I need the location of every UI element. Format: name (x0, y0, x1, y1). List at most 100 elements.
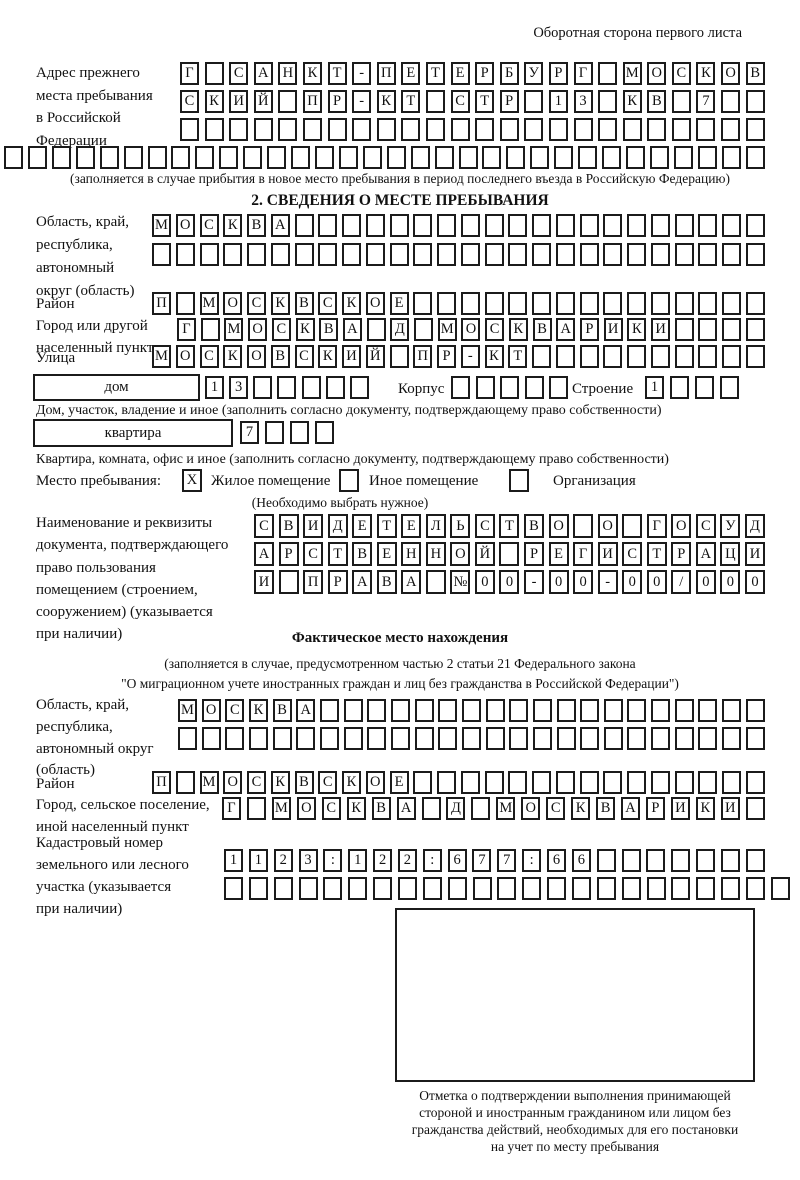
form-cell[interactable]: - (524, 570, 545, 594)
form-cell[interactable] (524, 118, 544, 141)
form-cell[interactable] (554, 146, 574, 169)
form-cell[interactable]: К (204, 90, 224, 113)
form-cell[interactable]: 0 (646, 570, 667, 594)
form-cell[interactable] (438, 727, 458, 750)
form-cell[interactable]: 0 (474, 570, 495, 594)
form-cell[interactable] (485, 699, 505, 722)
form-cell[interactable] (598, 90, 618, 113)
form-cell[interactable]: М (178, 699, 197, 722)
form-cell[interactable] (650, 214, 670, 237)
form-cell[interactable] (698, 214, 718, 237)
form-cell[interactable] (524, 376, 544, 399)
form-cell[interactable] (352, 118, 372, 141)
form-cell[interactable] (450, 118, 470, 141)
form-cell[interactable]: Б (499, 62, 519, 85)
form-cell[interactable] (674, 318, 694, 341)
form-cell[interactable] (278, 118, 298, 141)
form-cell[interactable]: А (253, 62, 273, 85)
form-cell[interactable]: 7 (240, 421, 259, 444)
form-cell[interactable] (698, 243, 718, 266)
form-cell[interactable] (376, 118, 396, 141)
form-cell[interactable] (398, 877, 418, 900)
form-cell[interactable]: А (621, 797, 640, 820)
form-cell[interactable] (547, 877, 567, 900)
form-cell[interactable]: Р (327, 570, 348, 594)
form-cell[interactable]: С (450, 90, 470, 113)
form-cell[interactable]: О (597, 514, 618, 538)
form-cell[interactable]: В (294, 292, 314, 315)
form-cell[interactable] (532, 292, 551, 315)
form-cell[interactable] (425, 118, 445, 141)
form-cell[interactable] (579, 771, 599, 794)
form-cell[interactable]: Т (475, 90, 495, 113)
form-cell[interactable]: В (352, 542, 373, 566)
form-cell[interactable]: С (199, 214, 219, 237)
form-cell[interactable] (437, 243, 456, 266)
form-cell[interactable]: Р (645, 797, 665, 820)
form-cell[interactable]: 1 (548, 90, 568, 113)
form-cell[interactable]: А (270, 214, 290, 237)
form-cell[interactable]: С (485, 318, 505, 341)
form-cell[interactable]: С (474, 514, 495, 538)
form-cell[interactable] (627, 771, 646, 794)
form-cell[interactable] (746, 877, 766, 900)
form-cell[interactable] (147, 146, 167, 169)
form-cell[interactable] (390, 699, 410, 722)
form-cell[interactable] (199, 243, 219, 266)
form-cell[interactable] (532, 243, 551, 266)
form-cell[interactable]: К (571, 797, 591, 820)
form-cell[interactable] (180, 118, 199, 141)
form-cell[interactable] (674, 699, 694, 722)
form-cell[interactable]: О (521, 797, 541, 820)
form-cell[interactable]: Е (352, 514, 373, 538)
form-cell[interactable] (367, 727, 387, 750)
form-cell[interactable] (75, 146, 95, 169)
form-cell[interactable] (484, 243, 504, 266)
form-cell[interactable] (413, 771, 433, 794)
form-cell[interactable] (278, 570, 299, 594)
form-cell[interactable]: С (247, 771, 266, 794)
form-cell[interactable] (745, 292, 765, 315)
form-cell[interactable] (579, 292, 599, 315)
form-cell[interactable]: Т (327, 542, 348, 566)
form-cell[interactable] (532, 771, 551, 794)
form-cell[interactable] (325, 376, 345, 399)
form-cell[interactable]: И (744, 542, 765, 566)
form-cell[interactable] (650, 292, 670, 315)
form-cell[interactable] (720, 849, 740, 872)
form-cell[interactable] (461, 699, 481, 722)
form-cell[interactable]: Д (327, 514, 348, 538)
form-cell[interactable] (627, 214, 646, 237)
form-cell[interactable] (365, 214, 385, 237)
form-cell[interactable]: В (647, 90, 667, 113)
form-cell[interactable]: Е (389, 771, 409, 794)
form-cell[interactable] (506, 146, 526, 169)
form-cell[interactable]: О (247, 345, 266, 368)
form-cell[interactable]: К (248, 699, 268, 722)
form-cell[interactable] (500, 376, 519, 399)
form-cell[interactable] (461, 727, 481, 750)
form-cell[interactable] (745, 771, 765, 794)
form-cell[interactable] (437, 771, 456, 794)
form-cell[interactable] (314, 146, 334, 169)
form-cell[interactable] (437, 214, 456, 237)
form-cell[interactable] (414, 318, 434, 341)
form-cell[interactable] (522, 877, 542, 900)
form-cell[interactable]: О (365, 292, 385, 315)
form-cell[interactable] (698, 318, 718, 341)
form-cell[interactable]: - (352, 62, 372, 85)
form-cell[interactable] (434, 146, 454, 169)
form-cell[interactable] (342, 214, 361, 237)
form-cell[interactable] (290, 421, 309, 444)
form-cell[interactable] (572, 877, 592, 900)
form-cell[interactable] (294, 243, 314, 266)
form-cell[interactable] (421, 797, 441, 820)
form-cell[interactable] (603, 292, 623, 315)
form-cell[interactable]: 0 (573, 570, 594, 594)
form-cell[interactable]: И (254, 570, 274, 594)
form-cell[interactable] (745, 118, 765, 141)
form-cell[interactable] (200, 318, 220, 341)
form-cell[interactable] (343, 727, 363, 750)
form-cell[interactable] (650, 771, 670, 794)
form-cell[interactable] (508, 214, 528, 237)
